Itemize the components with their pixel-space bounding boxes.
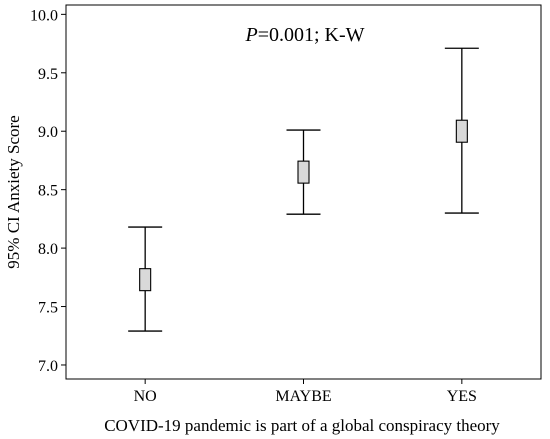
mean-marker: [297, 160, 310, 184]
x-axis-title: COVID-19 pandemic is part of a global co…: [104, 416, 500, 435]
y-axis-title: 95% CI Anxiety Score: [4, 115, 23, 268]
x-tick-label: YES: [447, 388, 477, 405]
y-tick-label: 8.5: [38, 183, 58, 200]
error-bars: [128, 47, 479, 332]
y-tick-label: 10.0: [30, 7, 58, 24]
y-tick-label: 7.5: [38, 300, 58, 317]
p-value-annotation: P=0.001; K-W: [244, 24, 364, 46]
y-tick-label: 9.5: [38, 66, 58, 83]
x-tick-label: MAYBE: [275, 388, 331, 405]
y-axis: 7.0 7.5 8.0 8.5 9.0 9.5 10.0: [30, 7, 66, 375]
y-tick-label: 7.0: [38, 358, 58, 375]
mean-marker: [139, 268, 152, 292]
y-tick-label: 9.0: [38, 124, 58, 141]
x-axis: NO MAYBE YES: [134, 379, 477, 405]
x-tick-label: NO: [134, 388, 157, 405]
mean-marker: [455, 119, 468, 143]
y-tick-label: 8.0: [38, 241, 58, 258]
